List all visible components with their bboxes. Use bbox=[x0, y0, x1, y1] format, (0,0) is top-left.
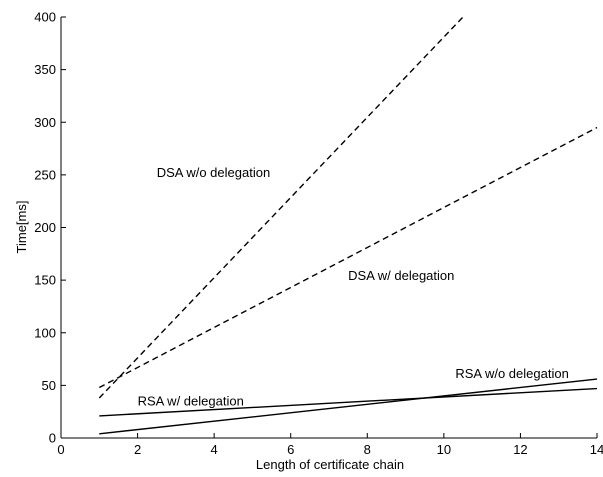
x-axis-ticks: 0 2 4 6 8 10 12 14 bbox=[57, 433, 603, 457]
series-annotation: DSA w/o delegation bbox=[157, 165, 270, 180]
x-axis-title: Length of certificate chain bbox=[256, 457, 404, 472]
y-tick-label: 0 bbox=[49, 431, 56, 446]
series-line-dsa-w-o-delegation bbox=[98, 16, 464, 399]
x-tick-label: 6 bbox=[287, 442, 294, 457]
y-tick-label: 400 bbox=[34, 10, 56, 25]
x-tick-label: 12 bbox=[513, 442, 527, 457]
x-tick-label: 14 bbox=[590, 442, 603, 457]
series-annotation: DSA w/ delegation bbox=[348, 268, 454, 283]
y-tick-label: 50 bbox=[42, 378, 56, 393]
x-tick-label: 10 bbox=[437, 442, 451, 457]
chart-series bbox=[98, 16, 598, 435]
y-tick-label: 350 bbox=[34, 62, 56, 77]
series-line-rsa-w-delegation bbox=[99, 387, 598, 417]
y-tick-label: 100 bbox=[34, 325, 56, 340]
y-tick-label: 300 bbox=[34, 115, 56, 130]
series-annotation: RSA w/ delegation bbox=[138, 393, 244, 408]
y-tick-label: 250 bbox=[34, 167, 56, 182]
y-tick-label: 200 bbox=[34, 220, 56, 235]
series-line-rsa-w-o-delegation bbox=[99, 378, 598, 435]
chart-annotations: DSA w/o delegation DSA w/ delegation RSA w… bbox=[138, 165, 569, 408]
x-tick-label: 4 bbox=[211, 442, 218, 457]
x-tick-label: 2 bbox=[134, 442, 141, 457]
x-tick-label: 8 bbox=[364, 442, 371, 457]
y-tick-label: 150 bbox=[34, 273, 56, 288]
series-line-dsa-w-delegation bbox=[98, 126, 598, 389]
series-annotation: RSA w/o delegation bbox=[455, 366, 568, 381]
y-axis-title: Time[ms] bbox=[14, 201, 29, 254]
y-axis-ticks: 0 50 100 150 200 250 300 350 400 bbox=[34, 10, 66, 446]
x-tick-label: 0 bbox=[57, 442, 64, 457]
